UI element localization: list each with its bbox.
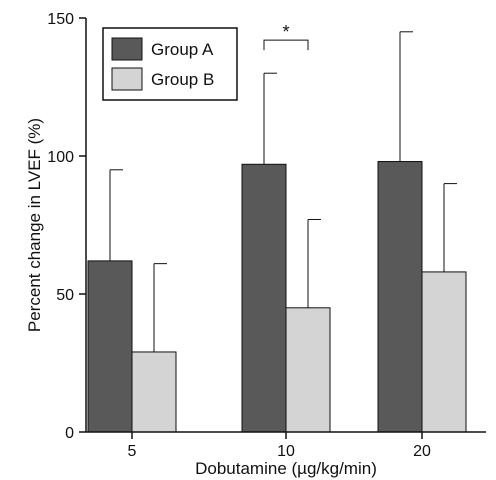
annotation-layer: * xyxy=(263,22,309,51)
significance-marker: * xyxy=(282,22,289,42)
y-tick-label-150: 150 xyxy=(47,11,74,28)
bar-group-b-10 xyxy=(285,307,331,433)
x-tick-label-10: 10 xyxy=(277,443,295,460)
legend-swatch-group-a xyxy=(111,37,143,61)
bar-group-b-5 xyxy=(131,351,177,433)
significance-bracket xyxy=(263,39,309,51)
legend-label-group-a: Group A xyxy=(151,40,214,59)
bars-layer xyxy=(87,161,467,433)
legend-swatch-group-b xyxy=(111,67,143,91)
bar-group-b-20 xyxy=(421,271,467,433)
error-bars-layer xyxy=(109,31,457,352)
x-tick-label-20: 20 xyxy=(413,443,431,460)
y-tick-label-100: 100 xyxy=(47,149,74,166)
bar-group-a-20 xyxy=(377,161,423,433)
bar-group-a-10 xyxy=(241,163,287,433)
y-tick-label-0: 0 xyxy=(65,425,74,442)
bar-group-a-5 xyxy=(87,260,133,433)
legend: Group A Group B xyxy=(102,27,238,101)
legend-label-group-b: Group B xyxy=(151,70,214,89)
y-axis-title: Percent change in LVEF (%) xyxy=(25,118,44,332)
ticks-layer: 5 10 20 0 50 100 150 xyxy=(47,11,431,460)
x-axis-title: Dobutamine (µg/kg/min) xyxy=(195,459,377,478)
y-tick-label-50: 50 xyxy=(56,287,74,304)
x-tick-label-5: 5 xyxy=(128,443,137,460)
